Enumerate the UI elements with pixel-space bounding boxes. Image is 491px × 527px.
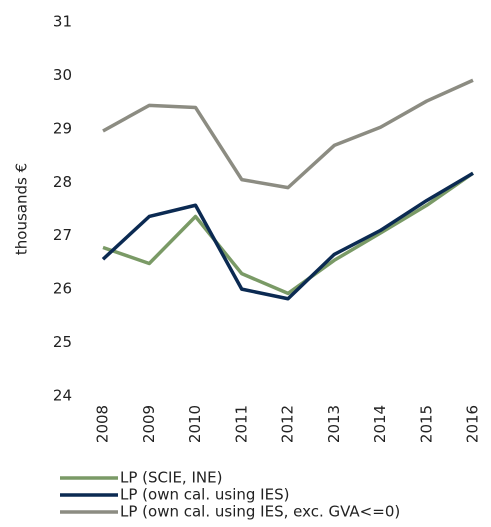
x-tick-label: 2016 <box>464 405 482 443</box>
x-tick-label: 2013 <box>325 405 343 443</box>
y-tick-label: 26 <box>53 280 72 298</box>
y-tick-label: 27 <box>53 226 72 244</box>
legend-label: LP (own cal. using IES, exc. GVA<=0) <box>120 503 400 521</box>
y-tick-label: 31 <box>53 13 72 31</box>
x-tick-label: 2009 <box>140 405 158 443</box>
legend-label: LP (own cal. using IES) <box>120 486 289 504</box>
y-axis-label: thousands € <box>13 163 31 255</box>
x-tick-label: 2015 <box>417 405 435 443</box>
y-tick-label: 25 <box>53 333 72 351</box>
legend-label: LP (SCIE, INE) <box>120 469 222 487</box>
x-tick-label: 2011 <box>232 405 250 443</box>
x-tick-label: 2008 <box>94 405 112 443</box>
series-line <box>102 78 474 190</box>
x-tick-label: 2014 <box>371 405 389 443</box>
y-tick-label: 30 <box>53 66 72 84</box>
y-tick-label: 24 <box>53 387 72 405</box>
series-line <box>102 171 474 296</box>
y-tick-label: 29 <box>53 119 72 137</box>
x-tick-label: 2012 <box>279 405 297 443</box>
series-line <box>101 171 474 301</box>
x-tick-label: 2010 <box>186 405 204 443</box>
y-tick-label: 28 <box>53 173 72 191</box>
